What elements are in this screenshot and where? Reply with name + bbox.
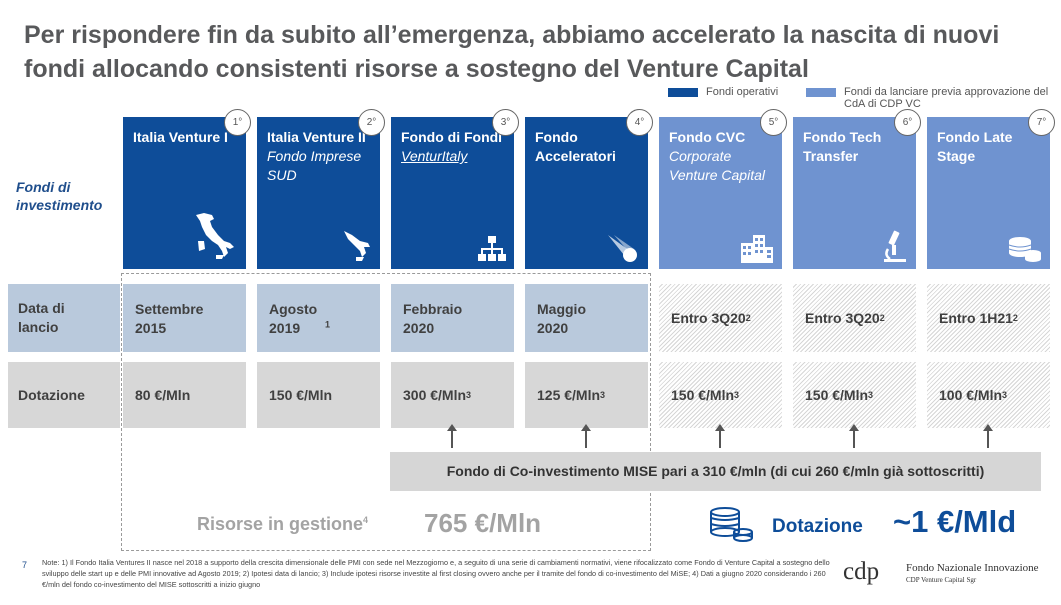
coins-stack-icon [710,507,753,542]
row-label-data-lancio: Data di lancio [8,284,120,352]
launch-date-1: Settembre 2015 [123,284,246,352]
south-italy-map-icon [344,231,370,261]
coins-icon [1008,237,1041,262]
launch-date-6: Entro 3Q20 2 [793,284,916,352]
dotazione-total-label: Dotazione [772,516,863,537]
row-label-fondi: Fondi di investimento [16,179,103,213]
fund-name: Fondo Tech Transfer [803,129,882,164]
dotazione-total-value: ~1 €/Mld [893,504,1017,539]
fund-number-badge: 3° [492,109,519,136]
fund-box-3: Fondo di Fondi VenturItaly 3° [391,109,519,269]
launch-date-2: Agosto 2019 1 [257,284,380,352]
fund-subtitle: VenturItaly [401,148,468,164]
launch-date-5: Entro 3Q20 2 [659,284,782,352]
launch-date-7: Entro 1H21 2 [927,284,1050,352]
legend-swatch-operativi [668,88,698,97]
amount-4: 125 €/Mln 3 [525,362,648,428]
arrow-up-icon [581,424,591,448]
fund-number-badge: 7° [1028,109,1055,136]
comet-icon [608,235,637,262]
amount-3: 300 €/Mln 3 [391,362,514,428]
fund-number-badge: 4° [626,109,653,136]
fund-name: Italia Venture II [267,129,366,145]
fund-name: Italia Venture I [133,129,228,145]
launch-date-3: Febbraio 2020 [391,284,514,352]
legend-swatch-da-lanciare [806,88,836,97]
arrow-up-icon [715,424,725,448]
italy-map-icon [196,213,234,259]
amount-6: 150 €/Mln 3 [793,362,916,428]
risorse-in-gestione-frame [121,273,651,551]
cdp-logo: cdp [843,558,880,585]
page-title: Per rispondere fin da subito all’emergen… [24,21,1000,83]
arrow-up-icon [447,424,457,448]
fund-number-badge: 2° [358,109,385,136]
fund-box-1: Italia Venture I 1° [123,109,251,269]
buildings-icon [741,235,773,263]
footnotes: Note: 1) Il Fondo Italia Ventures II nas… [42,558,830,589]
fund-box-7: Fondo Late Stage 7° [927,109,1055,269]
legend-label-da-lanciare: Fondi da lanciare previa approvazione de… [844,86,1049,110]
amount-1: 80 €/Mln [123,362,246,428]
fund-number-badge: 5° [760,109,787,136]
fund-box-2: Italia Venture II Fondo Imprese SUD 2° [257,109,385,269]
co-investment-banner: Fondo di Co-investimento MISE pari a 310… [390,452,1041,491]
fund-name: Fondo Acceleratori [535,129,616,164]
fund-number-badge: 1° [224,109,251,136]
page-number: 7 [22,560,28,570]
fund-box-4: Fondo Acceleratori 4° [525,109,653,269]
fund-subtitle: Corporate Venture Capital [669,148,765,183]
arrow-up-icon [983,424,993,448]
logo-text: Fondo Nazionale Innovazione CDP Venture … [906,562,1039,584]
fund-box-5: Fondo CVC Corporate Venture Capital 5° [659,109,787,269]
fund-name: Fondo di Fondi [401,129,503,145]
fund-number-badge: 6° [894,109,921,136]
arrow-up-icon [849,424,859,448]
fund-name: Fondo Late Stage [937,129,1013,164]
microscope-icon [884,230,906,262]
fund-subtitle: Fondo Imprese SUD [267,148,362,183]
risorse-value: 765 €/Mln [424,508,542,538]
fund-name: Fondo CVC [669,129,746,145]
row-label-dotazione: Dotazione [8,362,120,428]
fund-box-6: Fondo Tech Transfer 6° [793,109,921,269]
amount-7: 100 €/Mln 3 [927,362,1050,428]
risorse-label: Risorse in gestione4 [197,514,369,534]
hierarchy-icon [478,236,506,261]
launch-date-4: Maggio 2020 [525,284,648,352]
amount-5: 150 €/Mln 3 [659,362,782,428]
legend-label-operativi: Fondi operativi [706,86,779,98]
amount-2: 150 €/Mln [257,362,380,428]
